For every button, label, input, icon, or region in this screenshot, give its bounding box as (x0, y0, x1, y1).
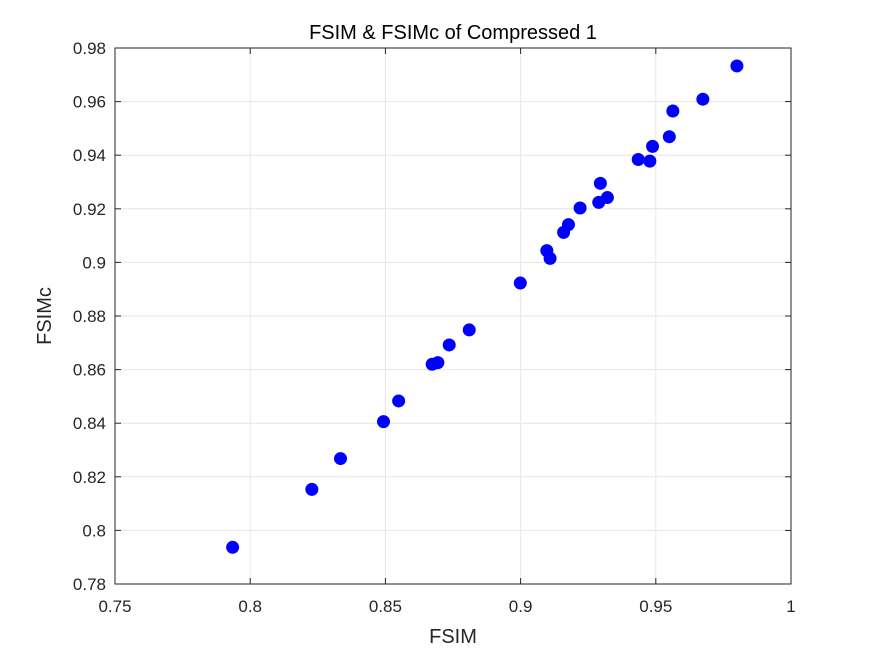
data-point (334, 452, 348, 466)
data-point (600, 191, 614, 205)
y-tick-label: 0.84 (73, 414, 106, 433)
data-point (573, 201, 587, 215)
data-point (730, 59, 744, 73)
y-tick-label: 0.82 (73, 468, 106, 487)
data-point (662, 130, 676, 144)
y-axis-label: FSIMc (34, 287, 56, 345)
data-point (643, 154, 657, 168)
x-axis-label: FSIM (429, 626, 477, 648)
data-points (226, 59, 744, 554)
x-tick-label: 0.85 (369, 597, 402, 616)
data-point (305, 482, 319, 496)
y-tick-label: 0.86 (73, 361, 106, 380)
y-tick-label: 0.92 (73, 200, 106, 219)
data-point (377, 415, 391, 429)
data-point (392, 394, 406, 408)
y-tick-labels: 0.78 0.8 0.82 0.84 0.86 0.88 0.9 0.92 0.94 0.96 0.… (73, 39, 106, 594)
data-point (543, 251, 557, 265)
data-point (631, 152, 645, 166)
chart-title: FSIM & FSIMc of Compressed 1 (309, 22, 597, 44)
y-tick-label: 0.78 (73, 575, 106, 594)
data-point (593, 176, 607, 190)
x-tick-label: 1 (786, 597, 795, 616)
data-point (696, 92, 710, 106)
y-tick-label: 0.88 (73, 307, 106, 326)
data-point (666, 104, 680, 118)
y-tick-label: 0.8 (82, 521, 106, 540)
y-tick-label: 0.98 (73, 39, 106, 58)
y-tick-label: 0.9 (82, 253, 106, 272)
x-tick-label: 0.9 (509, 597, 533, 616)
data-point (561, 218, 575, 232)
data-point (513, 276, 527, 290)
data-point (646, 139, 660, 153)
data-point (226, 540, 240, 554)
y-tick-label: 0.94 (73, 146, 106, 165)
x-tick-label: 0.8 (238, 597, 262, 616)
data-point (462, 323, 476, 337)
data-point (431, 356, 445, 370)
tick-marks (114, 47, 792, 585)
x-tick-labels: 0.75 0.8 0.85 0.9 0.95 1 (98, 597, 795, 616)
y-tick-label: 0.96 (73, 93, 106, 112)
x-tick-label: 0.75 (98, 597, 131, 616)
data-point (442, 338, 456, 352)
x-tick-label: 0.95 (639, 597, 672, 616)
